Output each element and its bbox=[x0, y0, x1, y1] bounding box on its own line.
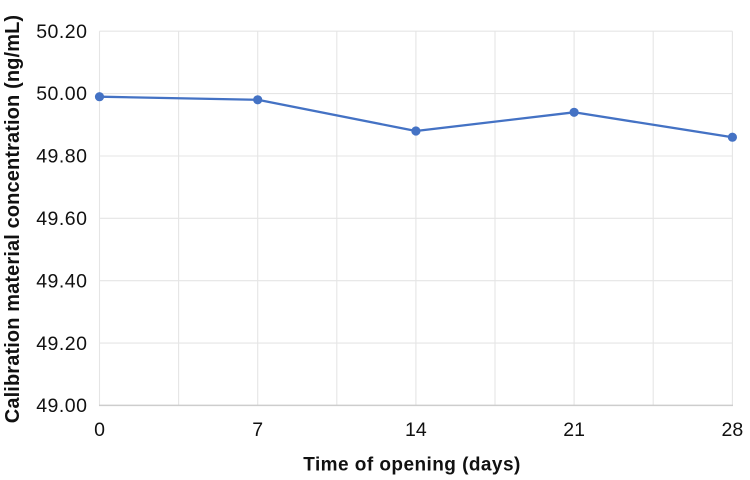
svg-text:0: 0 bbox=[94, 419, 105, 441]
svg-text:Calibration material concentra: Calibration material concentration (ng/m… bbox=[2, 15, 24, 423]
svg-text:50.00: 50.00 bbox=[36, 83, 87, 105]
svg-text:49.00: 49.00 bbox=[36, 395, 87, 417]
svg-text:49.60: 49.60 bbox=[36, 208, 87, 230]
svg-text:49.40: 49.40 bbox=[36, 270, 87, 292]
svg-text:49.80: 49.80 bbox=[36, 146, 87, 168]
svg-text:7: 7 bbox=[252, 419, 263, 441]
svg-text:49.20: 49.20 bbox=[36, 333, 87, 355]
svg-text:50.20: 50.20 bbox=[36, 21, 87, 43]
svg-text:28: 28 bbox=[722, 419, 744, 441]
svg-text:Time of opening (days): Time of opening (days) bbox=[303, 455, 521, 476]
svg-text:21: 21 bbox=[563, 419, 585, 441]
svg-text:14: 14 bbox=[405, 419, 427, 441]
